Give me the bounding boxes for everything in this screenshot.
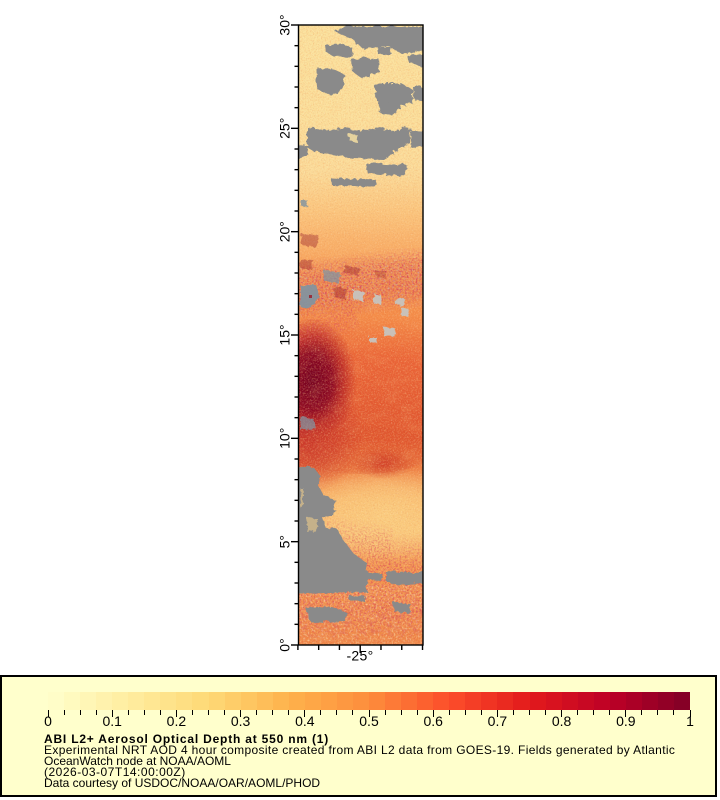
svg-text:30°: 30° xyxy=(277,14,293,35)
svg-text:-25°: -25° xyxy=(346,648,373,664)
svg-text:20°: 20° xyxy=(277,221,293,242)
svg-text:15°: 15° xyxy=(277,324,293,345)
svg-text:10°: 10° xyxy=(277,428,293,449)
svg-text:0°: 0° xyxy=(277,638,293,651)
svg-text:5°: 5° xyxy=(277,535,293,548)
svg-text:25°: 25° xyxy=(277,118,293,139)
